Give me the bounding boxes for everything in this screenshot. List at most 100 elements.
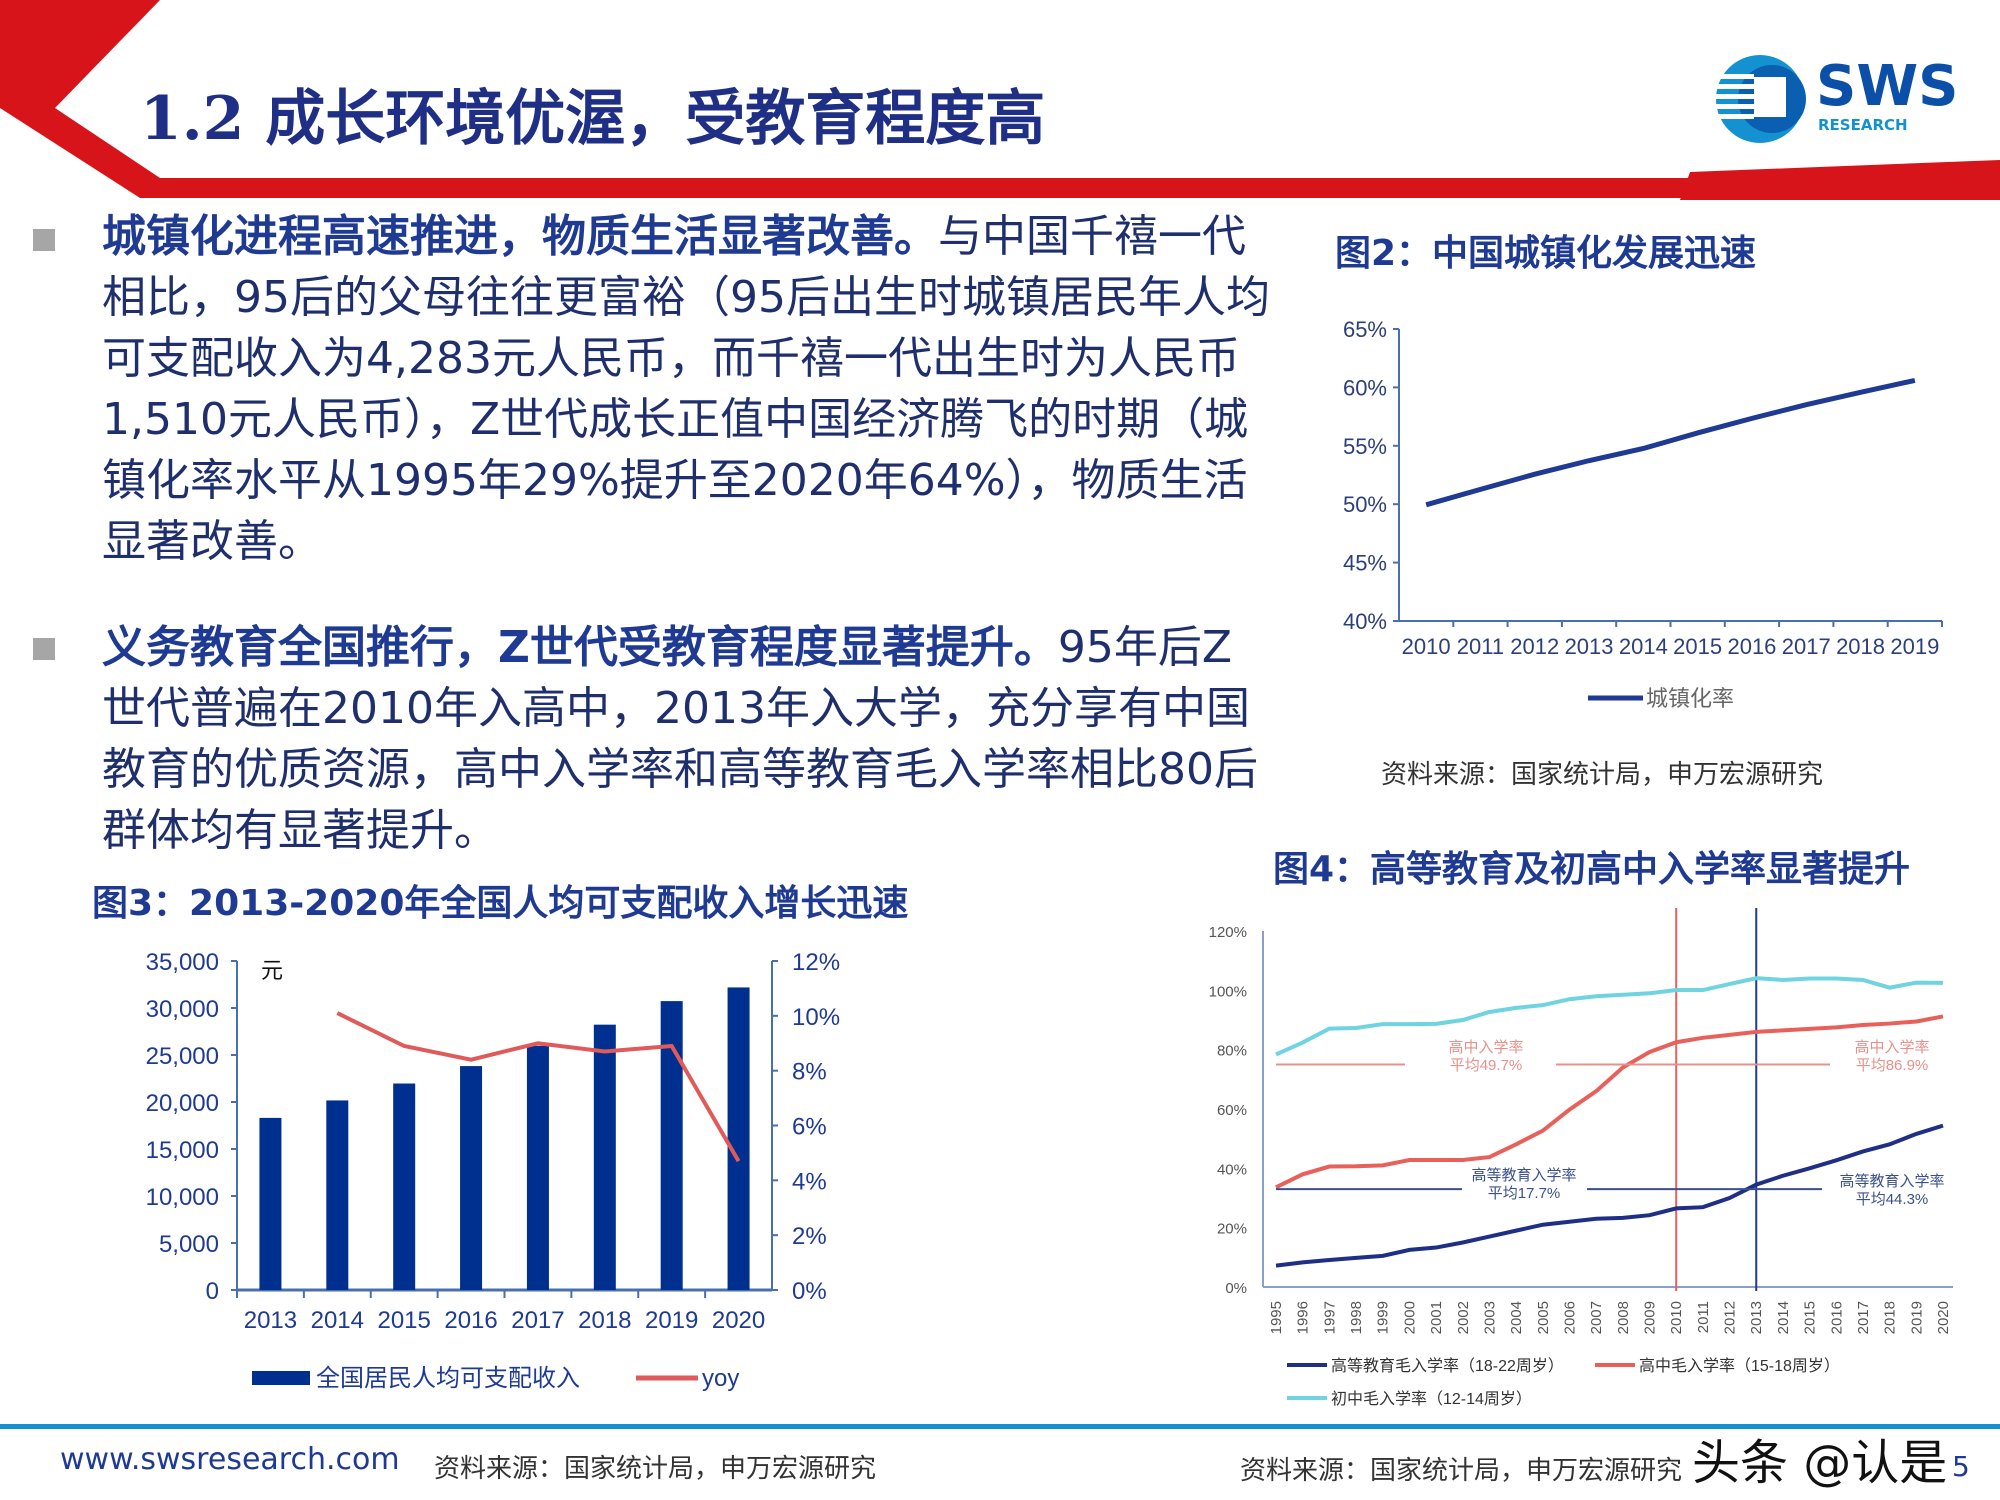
fig4-x-tick-label: 1995 bbox=[1268, 1301, 1285, 1334]
fig4-series-line bbox=[1275, 976, 1944, 1057]
fig4-annotation-label: 高等教育入学率 bbox=[1471, 1166, 1576, 1184]
fig2-x-tick-label: 2013 bbox=[1565, 634, 1614, 659]
fig4-x-tick-label: 2014 bbox=[1775, 1301, 1792, 1334]
fig2-legend-label: 城镇化率 bbox=[1646, 686, 1734, 711]
fig4-y-tick-label: 120% bbox=[1209, 924, 1247, 941]
footer-website-link[interactable]: www.swsresearch.com bbox=[60, 1442, 400, 1477]
fig3-left-tick-label: 35,000 bbox=[146, 949, 219, 976]
bullet-text: 与中国千禧一代相比，95后的父母往往更富裕（95后出生时城镇居民年人均可支配收入… bbox=[102, 211, 1270, 567]
fig2-y-tick-label: 45% bbox=[1343, 551, 1387, 576]
fig3-right-tick-label: 8% bbox=[792, 1059, 827, 1086]
fig3-left-tick-label: 15,000 bbox=[146, 1137, 219, 1164]
fig3-bar bbox=[393, 1083, 416, 1290]
fig3-x-tick-label: 2020 bbox=[712, 1307, 765, 1334]
fig3-x-tick-label: 2016 bbox=[444, 1307, 497, 1334]
fig3-bar bbox=[259, 1117, 282, 1290]
fig3-x-tick-label: 2017 bbox=[511, 1307, 564, 1334]
fig3-legend-bar-swatch bbox=[252, 1371, 310, 1385]
logo-text: SWS bbox=[1816, 54, 1959, 119]
fig4-x-tick-label: 2013 bbox=[1748, 1301, 1765, 1334]
fig4-annotation-label: 高中入学率 bbox=[1448, 1039, 1523, 1056]
fig4-y-tick-label: 100% bbox=[1209, 983, 1247, 1000]
bullet-heading: 城镇化进程高速推进，物质生活显著改善。 bbox=[102, 211, 938, 262]
fig4-series-line bbox=[1275, 1123, 1944, 1268]
fig3-left-tick-label: 5,000 bbox=[159, 1231, 219, 1258]
fig2-y-tick-label: 50% bbox=[1343, 492, 1387, 517]
bullet-heading: 义务教育全国推行，Z世代受教育程度显著提升。 bbox=[102, 622, 1058, 673]
fig4-x-tick-label: 1997 bbox=[1321, 1301, 1338, 1334]
fig3-right-tick-label: 4% bbox=[792, 1168, 827, 1195]
fig4-y-tick-label: 60% bbox=[1217, 1102, 1247, 1119]
fig4-y-tick-label: 20% bbox=[1217, 1221, 1247, 1238]
bullet-paragraph-education: 义务教育全国推行，Z世代受教育程度显著提升。95年后Z世代普遍在2010年入高中… bbox=[102, 617, 1272, 861]
fig4-x-tick-label: 1999 bbox=[1375, 1301, 1392, 1334]
fig3-right-tick-label: 6% bbox=[792, 1114, 827, 1141]
fig3-title: 图3：2013-2020年全国人均可支配收入增长迅速 bbox=[92, 883, 909, 924]
fig4-x-tick-label: 2015 bbox=[1802, 1301, 1819, 1334]
fig2-y-tick-label: 55% bbox=[1343, 434, 1387, 459]
fig2-x-tick-label: 2018 bbox=[1836, 634, 1885, 659]
fig3-left-tick-label: 0 bbox=[206, 1278, 219, 1305]
fig3-bar bbox=[460, 1066, 483, 1290]
footer-divider bbox=[0, 1424, 2000, 1429]
fig4-x-tick-label: 2011 bbox=[1695, 1301, 1712, 1333]
fig4-y-tick-label: 0% bbox=[1225, 1280, 1247, 1297]
fig3-right-tick-label: 0% bbox=[792, 1278, 827, 1305]
fig4-legend-label: 高中毛入学率（15-18周岁） bbox=[1639, 1357, 1840, 1375]
fig4-x-tick-label: 2017 bbox=[1855, 1301, 1872, 1334]
fig4-annotation-value: 平均49.7% bbox=[1450, 1057, 1523, 1074]
fig4-annotation-value: 平均44.3% bbox=[1856, 1191, 1929, 1208]
fig4-x-tick-label: 2007 bbox=[1588, 1301, 1605, 1334]
sws-logo-icon bbox=[1714, 55, 1806, 143]
fig4-title: 图4：高等教育及初高中入学率显著提升 bbox=[1273, 849, 1911, 890]
fig4-annotation-value: 平均86.9% bbox=[1856, 1057, 1929, 1074]
fig2-y-tick-label: 60% bbox=[1343, 375, 1387, 400]
fig4-x-tick-label: 2018 bbox=[1882, 1301, 1899, 1334]
fig2-x-tick-label: 2015 bbox=[1673, 634, 1722, 659]
fig2-x-tick-label: 2012 bbox=[1510, 634, 1559, 659]
fig4-x-tick-label: 2016 bbox=[1828, 1301, 1845, 1334]
fig3-right-tick-label: 2% bbox=[792, 1223, 827, 1250]
fig4-x-tick-label: 2002 bbox=[1455, 1301, 1472, 1334]
fig4-series-line bbox=[1275, 1014, 1944, 1190]
fig4-x-tick-label: 2004 bbox=[1508, 1301, 1525, 1334]
watermark: 头条 @认是 bbox=[1692, 1435, 1948, 1491]
fig2-x-tick-label: 2014 bbox=[1619, 634, 1668, 659]
fig4-annotation-label: 高中入学率 bbox=[1854, 1039, 1929, 1056]
fig4-y-tick-label: 40% bbox=[1217, 1161, 1247, 1178]
page-title: 1.2 成长环境优渥，受教育程度高 bbox=[140, 84, 1046, 154]
fig4-x-tick-label: 2005 bbox=[1535, 1301, 1552, 1334]
fig4-y-tick-label: 80% bbox=[1217, 1043, 1247, 1060]
fig2-source: 资料来源：国家统计局，申万宏源研究 bbox=[1381, 760, 1824, 790]
fig4-x-tick-label: 2019 bbox=[1908, 1301, 1925, 1334]
fig4-x-tick-label: 2001 bbox=[1428, 1301, 1445, 1334]
fig4-annotation-label: 高等教育入学率 bbox=[1839, 1172, 1944, 1190]
fig3-unit-label: 元 bbox=[261, 958, 283, 983]
fig3-x-tick-label: 2015 bbox=[377, 1307, 430, 1334]
bullet-text: 95年后Z世代普遍在2010年入高中，2013年入大学，充分享有中国教育的优质资… bbox=[102, 622, 1258, 856]
fig4-x-tick-label: 2000 bbox=[1401, 1301, 1418, 1334]
fig3-legend-line-label: yoy bbox=[702, 1365, 739, 1392]
fig2-x-tick-label: 2019 bbox=[1890, 634, 1939, 659]
fig3-bar bbox=[593, 1024, 616, 1290]
fig3-left-tick-label: 20,000 bbox=[146, 1090, 219, 1117]
fig3-x-tick-label: 2018 bbox=[578, 1307, 631, 1334]
fig4-annotation-value: 平均17.7% bbox=[1488, 1185, 1561, 1202]
fig3-left-tick-label: 10,000 bbox=[146, 1184, 219, 1211]
fig2-y-tick-label: 40% bbox=[1343, 609, 1387, 634]
fig2-title: 图2：中国城镇化发展迅速 bbox=[1335, 233, 1757, 274]
fig4-source: 资料来源：国家统计局，申万宏源研究 bbox=[1240, 1456, 1683, 1486]
fig4-legend-label: 高等教育毛入学率（18-22周岁） bbox=[1331, 1357, 1564, 1375]
fig3-right-tick-label: 12% bbox=[792, 949, 840, 976]
fig4-legend-label: 初中毛入学率（12-14周岁） bbox=[1331, 1390, 1532, 1408]
fig3-bar bbox=[326, 1100, 349, 1290]
fig4-x-tick-label: 1996 bbox=[1295, 1301, 1312, 1334]
fig4-x-tick-label: 2006 bbox=[1561, 1301, 1578, 1334]
bullet-paragraph-urbanization: 城镇化进程高速推进，物质生活显著改善。与中国千禧一代相比，95后的父母往往更富裕… bbox=[102, 206, 1272, 572]
fig4-x-tick-label: 2010 bbox=[1668, 1301, 1685, 1334]
fig3-x-tick-label: 2013 bbox=[244, 1307, 297, 1334]
fig3-source: 资料来源：国家统计局，申万宏源研究 bbox=[434, 1454, 877, 1484]
header-red-band bbox=[1680, 160, 2000, 200]
fig3-bar bbox=[526, 1045, 549, 1290]
